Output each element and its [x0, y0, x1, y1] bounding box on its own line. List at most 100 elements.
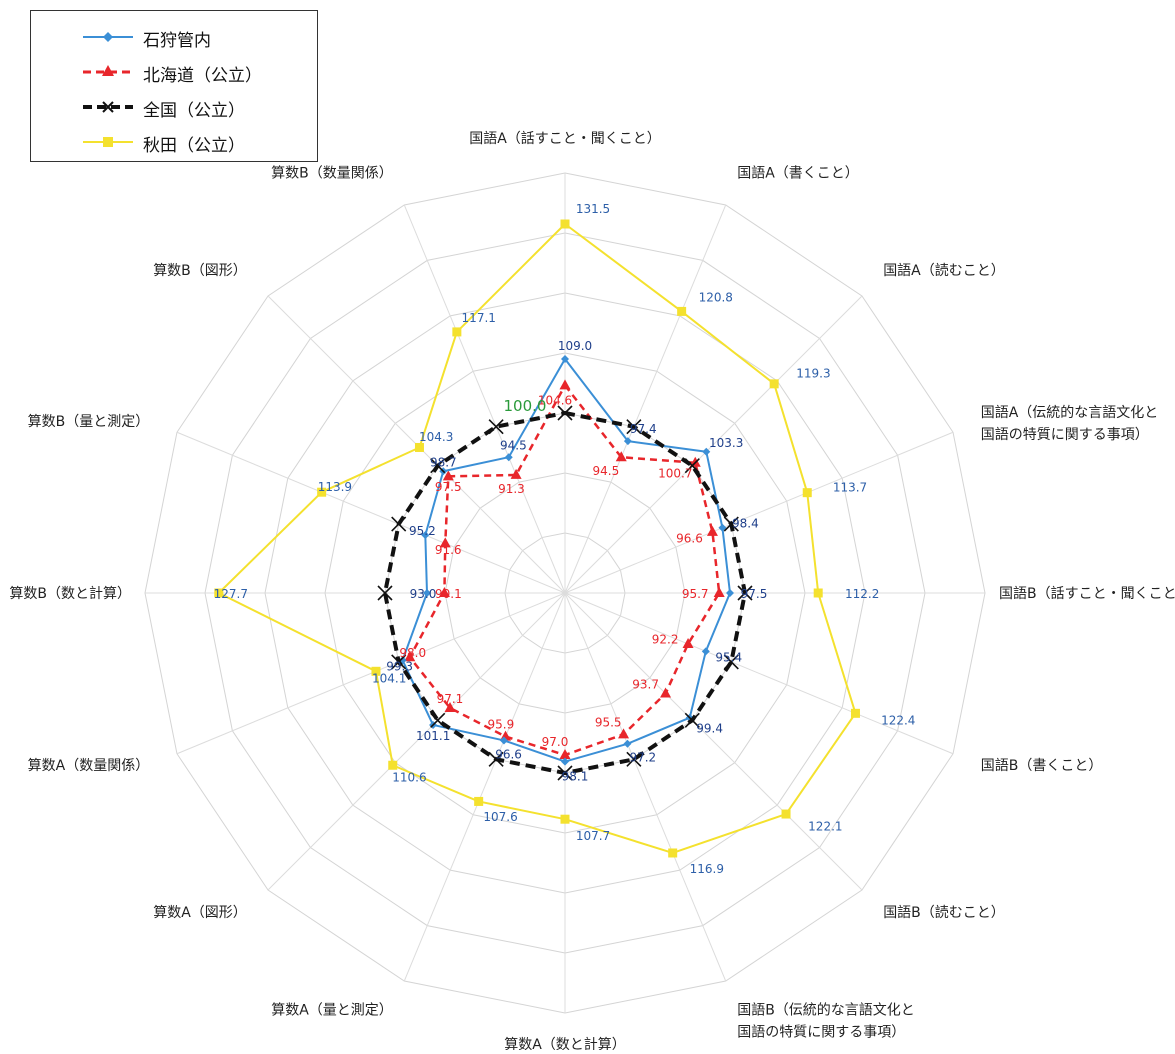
data-point	[439, 537, 451, 548]
data-label: 95.7	[682, 587, 709, 601]
category-label: 算数A（図形）	[153, 905, 247, 921]
data-label: 98.0	[399, 646, 426, 660]
category-label: 算数B（量と測定）	[28, 414, 150, 430]
legend-swatch-triangle	[83, 65, 133, 76]
data-label: 110.6	[392, 771, 426, 785]
data-label: 127.7	[214, 587, 248, 601]
data-label: 107.7	[576, 829, 610, 843]
data-label: 92.2	[652, 633, 679, 647]
data-point	[423, 589, 431, 597]
data-label: 95.5	[595, 715, 622, 729]
category-label: 国語A（書くこと）	[737, 165, 859, 181]
data-point	[723, 654, 739, 670]
data-label: 113.9	[318, 480, 352, 494]
data-label: 122.4	[881, 713, 915, 727]
data-label: 113.7	[833, 481, 867, 495]
data-point	[377, 585, 393, 601]
category-labels: 国語A（話すこと・聞くこと） 国語A（書くこと） 国語A（読むこと） 国語A（伝統的な…	[9, 130, 1175, 1053]
data-label: 131.5	[576, 202, 610, 216]
series-line	[217, 223, 857, 854]
data-label: 99.4	[696, 722, 723, 736]
data-label: 95.4	[715, 651, 742, 665]
data-point	[737, 585, 753, 601]
data-label: 97.2	[629, 751, 656, 765]
radar-grid	[144, 172, 986, 1014]
data-label: 104.6	[538, 393, 572, 407]
data-label: 98.1	[562, 770, 589, 784]
data-point	[684, 712, 700, 728]
data-label: 97.5	[435, 480, 462, 494]
data-point	[488, 751, 504, 767]
data-label: 117.1	[462, 311, 496, 325]
data-label: 97.4	[630, 422, 657, 436]
data-point	[371, 666, 381, 676]
data-point	[626, 419, 642, 435]
data-point	[560, 219, 570, 229]
data-label: 112.2	[845, 587, 879, 601]
data-point	[769, 379, 779, 389]
data-point	[713, 587, 725, 597]
data-label: 98.4	[732, 516, 759, 530]
data-point	[701, 647, 710, 656]
grid-spoke	[403, 592, 566, 982]
legend-item: 全国（公立）	[31, 91, 317, 125]
data-point	[561, 757, 569, 766]
data-point	[557, 405, 573, 421]
data-point	[430, 458, 446, 474]
category-label: 算数A（量と測定）	[271, 1003, 393, 1019]
grid-spoke	[564, 592, 727, 982]
data-label: 94.5	[593, 464, 620, 478]
data-label: 104.1	[372, 671, 406, 685]
data-label: 104.3	[419, 430, 453, 444]
data-point	[682, 637, 694, 648]
data-label: 96.6	[676, 531, 703, 545]
legend-item: 石狩管内	[31, 21, 317, 55]
legend-item: 北海道（公立）	[31, 56, 317, 90]
data-label: 93.0	[410, 587, 437, 601]
data-labels-0: 109.0 97.4 103.3 98.4 97.5 95.4 99.4 97.2 98.1 96…	[386, 339, 767, 784]
data-point	[474, 796, 484, 806]
data-point	[559, 379, 571, 390]
grid-spoke	[564, 592, 954, 755]
data-point	[214, 588, 224, 598]
data-label: 101.1	[416, 729, 450, 743]
data-label: 119.3	[796, 367, 830, 381]
data-label: 109.0	[558, 339, 592, 353]
data-point	[718, 523, 727, 532]
grid-spoke	[564, 592, 863, 891]
data-labels-1: 104.6 94.5 100.7 96.6 95.7 92.2 93.7 95.5 97.0 95…	[399, 393, 708, 749]
data-point	[723, 516, 739, 532]
category-label: 算数A（数と計算）	[504, 1037, 626, 1050]
data-point	[317, 487, 327, 497]
category-label: 算数B（図形）	[153, 263, 247, 279]
grid-spoke	[564, 295, 863, 594]
data-point	[615, 451, 627, 462]
category-label: 国語B（話すこと・聞くこと）	[999, 585, 1175, 602]
data-labels-3: 131.5 120.8 119.3 113.7 112.2 122.4 122.1 116.9…	[214, 202, 916, 876]
data-label: 91.6	[435, 543, 462, 557]
legend: 石狩管内 北海道（公立） 全国（公立） 秋田（公立）	[30, 10, 318, 162]
data-label: 96.6	[495, 747, 522, 761]
data-label: 97.1	[437, 692, 464, 706]
legend-swatch-cross	[83, 101, 133, 113]
category-label: 国語A（話すこと・聞くこと）	[469, 130, 661, 147]
data-point	[706, 525, 718, 536]
grid-spoke	[176, 431, 566, 594]
category-label: 国語B（読むこと）	[883, 904, 1005, 921]
data-point	[623, 437, 632, 446]
category-label: 算数B（数と計算）	[9, 586, 131, 602]
data-point	[414, 442, 424, 452]
grid-spoke	[176, 592, 566, 755]
legend-label: 北海道（公立）	[143, 66, 262, 86]
data-point	[504, 453, 513, 462]
data-point	[557, 765, 573, 781]
series-2	[377, 405, 753, 781]
data-point	[850, 708, 860, 718]
data-point	[442, 470, 454, 481]
data-point	[781, 809, 791, 819]
data-point	[391, 516, 407, 532]
data-point	[802, 488, 812, 498]
data-point	[391, 654, 407, 670]
